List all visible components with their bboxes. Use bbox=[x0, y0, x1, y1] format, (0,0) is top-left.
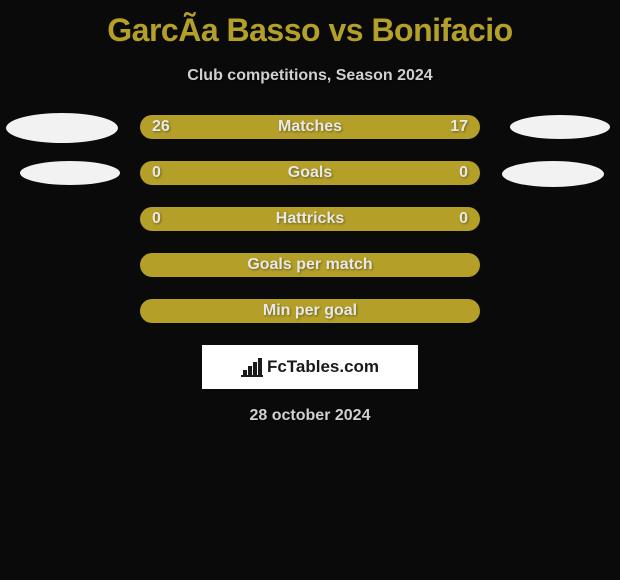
stat-value-right: 17 bbox=[450, 118, 468, 136]
date-text: 28 october 2024 bbox=[0, 407, 620, 425]
stat-bar: Goals per match bbox=[140, 253, 480, 277]
player-right-ellipse bbox=[502, 161, 604, 187]
stat-value-right: 0 bbox=[459, 164, 468, 182]
stat-row-matches: 26 Matches 17 bbox=[0, 115, 620, 139]
stat-label: Goals per match bbox=[247, 256, 372, 274]
stat-row-goals: 0 Goals 0 bbox=[0, 161, 620, 185]
stat-row-hattricks: 0 Hattricks 0 bbox=[0, 207, 620, 231]
stat-value-left: 26 bbox=[152, 118, 170, 136]
stat-label: Matches bbox=[278, 118, 342, 136]
stat-row-gpm: Goals per match bbox=[0, 253, 620, 277]
stat-value-left: 0 bbox=[152, 164, 161, 182]
stat-bar: 26 Matches 17 bbox=[140, 115, 480, 139]
stat-row-mpg: Min per goal bbox=[0, 299, 620, 323]
page-title: GarcÃ­a Basso vs Bonifacio bbox=[0, 0, 620, 49]
stat-bar: 0 Hattricks 0 bbox=[140, 207, 480, 231]
stat-label: Min per goal bbox=[263, 302, 357, 320]
player-right-ellipse bbox=[510, 115, 610, 139]
stats-container: 26 Matches 17 0 Goals 0 0 Hattricks 0 Go… bbox=[0, 115, 620, 323]
logo-box: FcTables.com bbox=[202, 345, 418, 389]
stat-label: Hattricks bbox=[276, 210, 344, 228]
player-left-ellipse bbox=[6, 113, 118, 143]
stat-bar: 0 Goals 0 bbox=[140, 161, 480, 185]
player-left-ellipse bbox=[20, 161, 120, 185]
stat-bar: Min per goal bbox=[140, 299, 480, 323]
subtitle: Club competitions, Season 2024 bbox=[0, 67, 620, 85]
stat-value-right: 0 bbox=[459, 210, 468, 228]
logo-text: FcTables.com bbox=[267, 357, 379, 377]
stat-value-left: 0 bbox=[152, 210, 161, 228]
logo-chart-icon bbox=[241, 357, 263, 377]
stat-label: Goals bbox=[288, 164, 332, 182]
